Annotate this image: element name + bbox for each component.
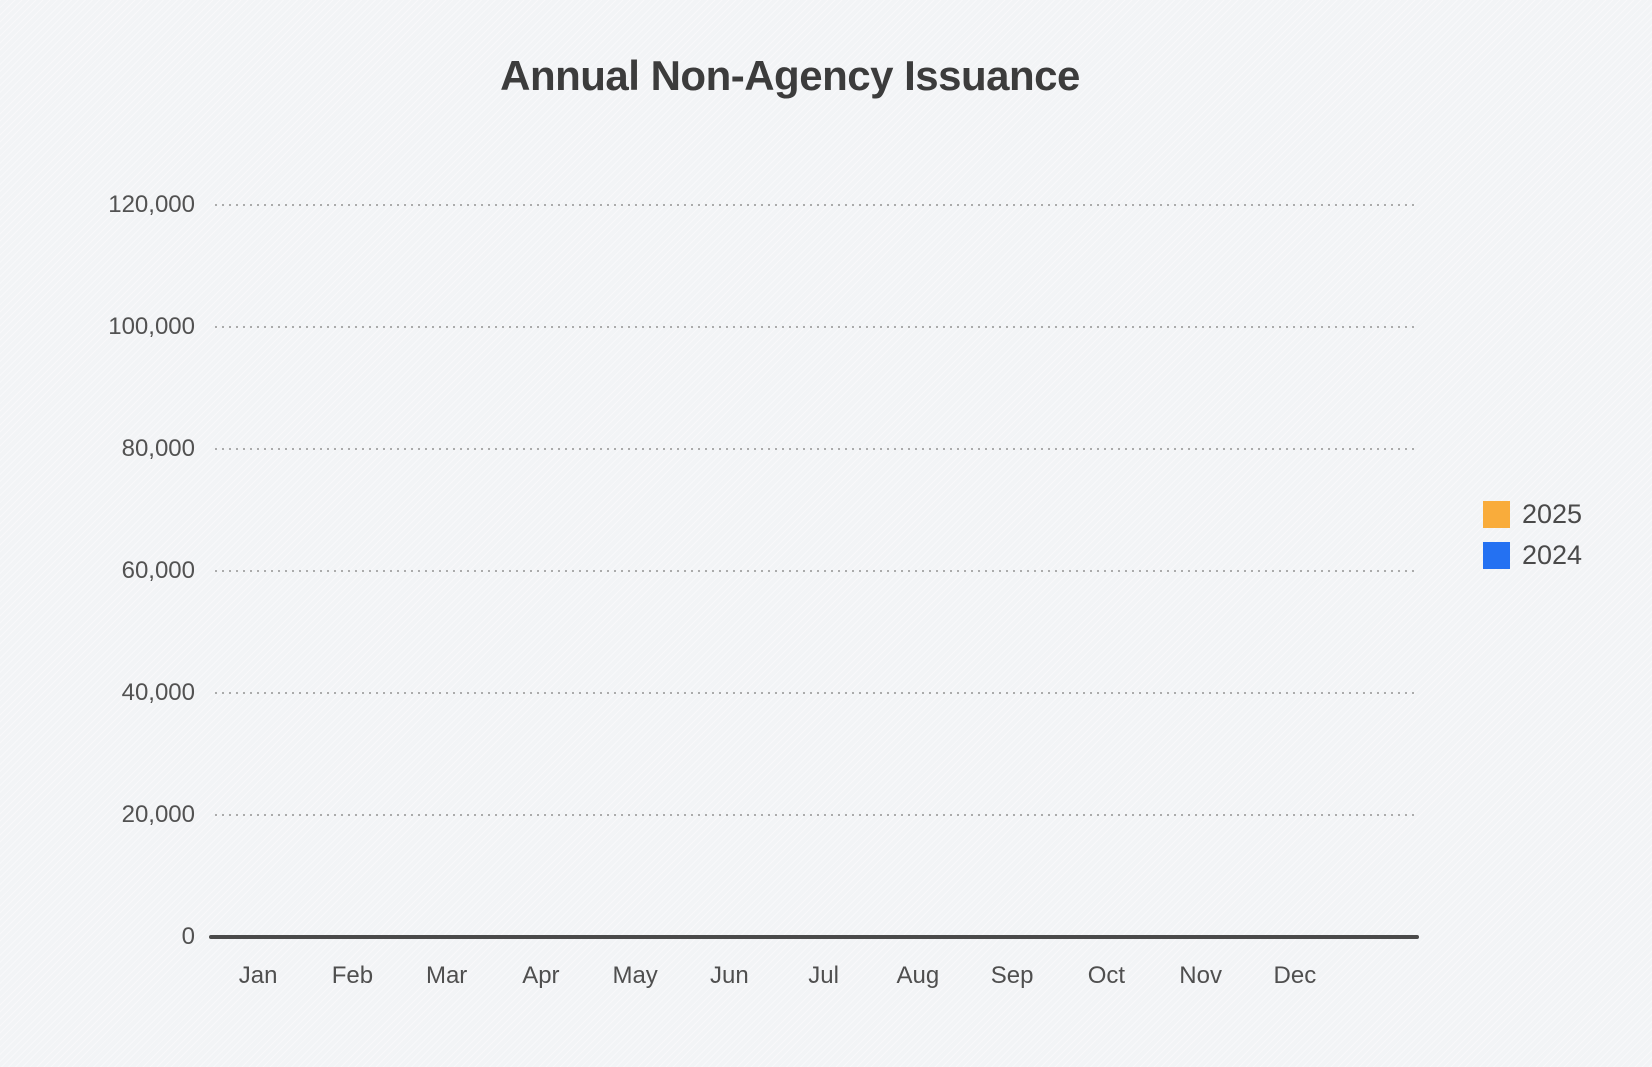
x-tick-label-sep: Sep bbox=[990, 962, 1034, 989]
gridline-120000 bbox=[215, 204, 1419, 206]
legend-swatch-2025-icon bbox=[1483, 501, 1510, 528]
gridline-80000 bbox=[215, 448, 1419, 450]
x-tick-label-nov: Nov bbox=[1179, 962, 1222, 989]
legend-swatch-2024-icon bbox=[1483, 542, 1510, 569]
x-tick-label-may: May bbox=[612, 962, 658, 989]
x-tick-label-oct: Oct bbox=[1087, 962, 1126, 989]
gridline-20000 bbox=[215, 814, 1419, 816]
x-tick-label-mar: Mar bbox=[425, 962, 468, 989]
x-tick-label-aug: Aug bbox=[896, 962, 940, 989]
y-tick-label: 120,000 bbox=[108, 191, 195, 218]
x-tick-label-apr: Apr bbox=[522, 962, 560, 989]
x-axis-labels: Jan Feb Mar Apr May Jun Jul Aug Sep Oct … bbox=[211, 962, 1342, 990]
x-tick-label-feb: Feb bbox=[331, 962, 374, 989]
y-tick-label: 100,000 bbox=[108, 313, 195, 340]
x-tick-label-jan: Jan bbox=[238, 962, 278, 989]
chart-title: Annual Non-Agency Issuance bbox=[500, 52, 1080, 99]
y-tick-label: 20,000 bbox=[121, 801, 195, 828]
legend-label-2024: 2024 bbox=[1522, 540, 1583, 570]
y-tick-label: 80,000 bbox=[121, 435, 195, 462]
gridline-60000 bbox=[215, 570, 1419, 572]
gridline-100000 bbox=[215, 326, 1419, 328]
x-tick-label-dec: Dec bbox=[1273, 962, 1317, 989]
y-tick-label: 0 bbox=[181, 923, 195, 950]
x-tick-label-jun: Jun bbox=[710, 962, 749, 989]
legend: 2025 2024 bbox=[1483, 501, 1582, 583]
y-tick-label: 60,000 bbox=[121, 557, 195, 584]
legend-label-2025: 2025 bbox=[1522, 499, 1583, 529]
legend-item-2024[interactable]: 2024 bbox=[1483, 542, 1582, 569]
x-axis-baseline bbox=[209, 935, 1419, 939]
y-tick-label: 40,000 bbox=[121, 679, 195, 706]
x-tick-label-jul: Jul bbox=[808, 962, 839, 989]
gridline-40000 bbox=[215, 692, 1419, 694]
legend-item-2025[interactable]: 2025 bbox=[1483, 501, 1582, 528]
